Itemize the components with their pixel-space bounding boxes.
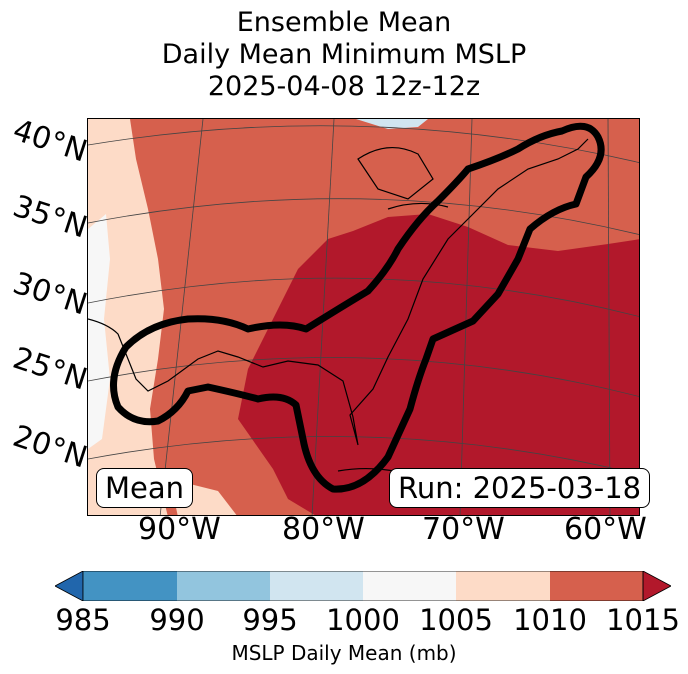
field-1015-plus xyxy=(238,214,639,515)
map-panel xyxy=(87,118,640,516)
cbar-tick-1000: 1000 xyxy=(326,603,400,637)
lon-label-60w: 60°W xyxy=(564,512,647,547)
cbar-tick-1010: 1010 xyxy=(513,603,587,637)
lat-label-25n: 25°N xyxy=(8,340,92,398)
title-line-1: Ensemble Mean xyxy=(236,7,452,38)
lat-label-30n: 30°N xyxy=(8,265,92,323)
cbar-tick-985: 985 xyxy=(55,603,111,637)
colorbar-label: MSLP Daily Mean (mb) xyxy=(231,641,457,665)
title-line-2: Daily Mean Minimum MSLP xyxy=(161,39,527,70)
field-1000-1005 xyxy=(88,214,110,449)
cbar-tick-995: 995 xyxy=(242,603,298,637)
lon-label-90w: 90°W xyxy=(138,512,221,547)
lon-label-70w: 70°W xyxy=(422,512,505,547)
colorbar-990-995 xyxy=(177,571,270,601)
lat-label-40n: 40°N xyxy=(8,112,92,170)
title-line-3: 2025-04-08 12z-12z xyxy=(207,71,481,102)
graticule xyxy=(88,119,639,515)
mean-badge: Mean xyxy=(96,468,194,508)
lat-label-35n: 35°N xyxy=(8,188,92,246)
field-1005-1010 xyxy=(88,119,168,515)
ensemble-contour xyxy=(110,122,605,493)
lake-superior xyxy=(356,119,428,129)
colorbar-extend-low xyxy=(55,571,84,601)
colorbar-1005-1010 xyxy=(456,571,550,601)
lat-label-20n: 20°N xyxy=(8,418,92,476)
map-svg xyxy=(88,119,639,515)
colorbar-1000-1005 xyxy=(363,571,456,601)
run-badge: Run: 2025-03-18 xyxy=(389,468,651,508)
colorbar-995-1000 xyxy=(270,571,363,601)
colorbar-985-990 xyxy=(83,571,177,601)
colorbar xyxy=(55,571,671,601)
cbar-tick-1005: 1005 xyxy=(419,603,493,637)
colorbar-1010-1015 xyxy=(550,571,643,601)
lon-label-80w: 80°W xyxy=(282,512,365,547)
cbar-tick-990: 990 xyxy=(149,603,205,637)
colorbar-extend-high xyxy=(642,571,671,601)
cbar-tick-1015: 1015 xyxy=(606,603,680,637)
